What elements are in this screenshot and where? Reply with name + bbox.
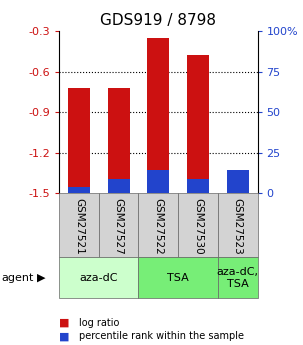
Text: percentile rank within the sample: percentile rank within the sample [79,332,244,341]
Bar [68,187,90,193]
Text: GSM27527: GSM27527 [114,198,124,255]
Bar [59,193,99,257]
Text: ■: ■ [59,332,70,341]
Bar [178,193,218,257]
Bar [227,180,249,193]
Bar [187,179,209,193]
Bar [147,38,169,193]
Bar [99,193,138,257]
Text: ▶: ▶ [37,273,45,283]
Text: GSM27530: GSM27530 [193,198,203,255]
Text: GSM27521: GSM27521 [74,198,84,255]
Text: aza-dC,
TSA: aza-dC, TSA [217,267,259,288]
Bar [138,257,218,298]
Bar [108,88,130,193]
Bar [147,170,169,193]
Bar [218,193,258,257]
Bar [108,179,130,193]
Bar [218,257,258,298]
Text: aza-dC: aza-dC [79,273,118,283]
Bar [59,257,138,298]
Title: GDS919 / 8798: GDS919 / 8798 [100,13,216,29]
Text: GSM27522: GSM27522 [153,198,163,255]
Bar [187,56,209,193]
Bar [68,88,90,193]
Bar [138,193,178,257]
Text: log ratio: log ratio [79,318,119,327]
Text: TSA: TSA [167,273,189,283]
Bar [227,170,249,193]
Text: agent: agent [2,273,34,283]
Text: ■: ■ [59,318,70,327]
Text: GSM27523: GSM27523 [233,198,243,255]
